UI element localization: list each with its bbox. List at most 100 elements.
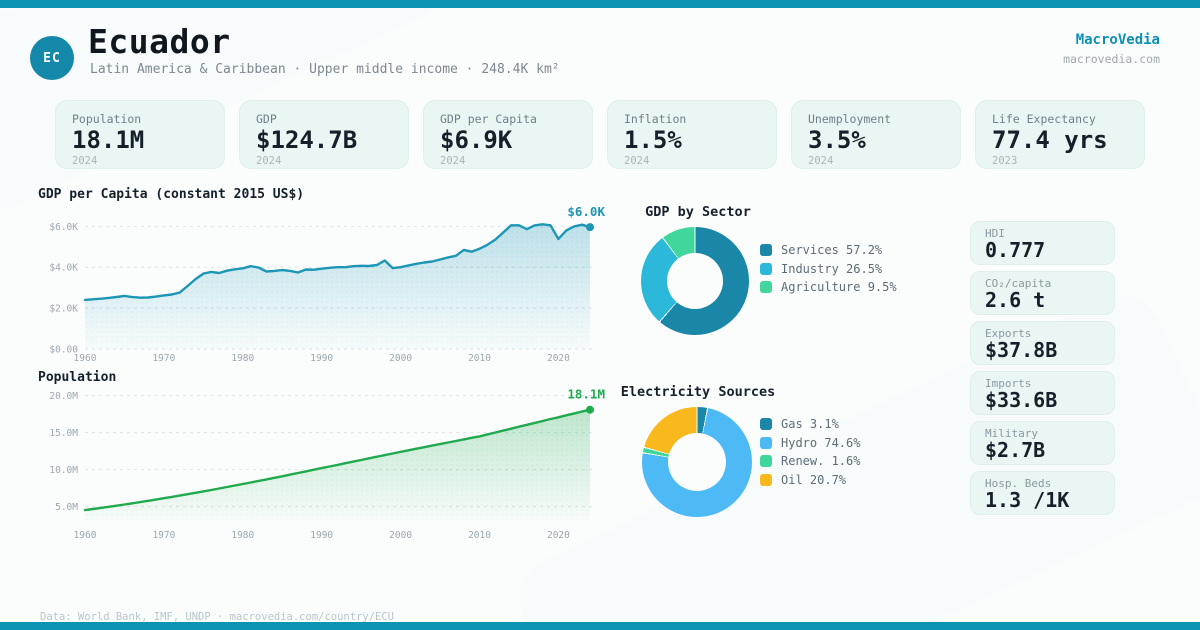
stat-card-label: Population — [72, 112, 142, 126]
stat-card-value: $6.9K — [440, 126, 513, 154]
legend-label: Agriculture 9.5% — [781, 280, 897, 295]
side-stat-label: HDI — [985, 227, 1005, 240]
x-axis-tick-label: 2020 — [547, 530, 570, 541]
legend-label: Gas 3.1% — [781, 417, 839, 432]
side-stat-label: Imports — [985, 377, 1032, 390]
side-stat-value: $37.8B — [985, 338, 1058, 362]
stat-card-value: 3.5% — [808, 126, 866, 154]
y-axis-tick-label: 10.0M — [49, 465, 78, 476]
x-axis-tick-label: 1970 — [152, 353, 175, 364]
stat-card-year: 2024 — [440, 155, 466, 168]
x-axis-tick-label: 1990 — [310, 353, 333, 364]
legend-item: Hydro 74.6% — [760, 434, 860, 453]
sector-legend: Services 57.2% Industry 26.5% Agriculture … — [760, 241, 897, 297]
legend-item: Gas 3.1% — [760, 415, 860, 434]
legend-item: Services 57.2% — [760, 241, 897, 260]
x-axis-tick-label: 2020 — [547, 353, 570, 364]
donut-hole — [667, 253, 723, 309]
side-stat-card: CO₂/capita 2.6 t — [970, 271, 1115, 315]
x-axis-tick-label: 1990 — [310, 530, 333, 541]
x-axis-tick-label: 2000 — [389, 530, 412, 541]
legend-label: Hydro 74.6% — [781, 435, 861, 450]
population-line-chart: 5.0M 10.0M 15.0M 20.0M 1960 1970 1980 1990 2000 2… — [49, 387, 605, 541]
top-accent-bar — [0, 0, 1200, 8]
side-stat-value: 2.6 t — [985, 288, 1046, 312]
y-axis-tick-label: $2.0K — [49, 304, 78, 315]
area-dot-texture — [85, 224, 590, 349]
legend-label: Renew. 1.6% — [781, 454, 861, 469]
footer-source-note: Data: World Bank, IMF, UNDP · macrovedia… — [40, 611, 395, 623]
stat-card: Unemployment 3.5% 2024 — [791, 100, 961, 169]
legend-swatch — [760, 474, 772, 487]
side-stat-value: $2.7B — [985, 438, 1046, 462]
stat-card-label: Unemployment — [808, 112, 892, 126]
side-stat-label: CO₂/capita — [985, 277, 1052, 290]
stat-card: GDP $124.7B 2024 — [239, 100, 409, 169]
side-stat-card: HDI 0.777 — [970, 221, 1115, 265]
country-code: EC — [43, 50, 61, 66]
side-stat-value: 1.3 /1K — [985, 488, 1070, 512]
side-stat-value: $33.6B — [985, 388, 1058, 412]
bottom-accent-bar — [0, 622, 1200, 630]
side-stat-label: Military — [985, 427, 1038, 440]
population-chart-title: Population — [38, 370, 117, 385]
x-axis-tick-label: 2000 — [389, 353, 412, 364]
stat-card-year: 2024 — [808, 155, 834, 168]
stat-card-label: Inflation — [624, 112, 687, 126]
stat-card-value: 1.5% — [624, 126, 682, 154]
key-stats-row: Population 18.1M 2024 GDP $124.7B 2024 GDP per… — [55, 100, 1145, 169]
x-axis-tick-label: 1980 — [231, 530, 254, 541]
data-line — [83, 223, 592, 302]
legend-label: Services 57.2% — [781, 243, 883, 258]
area-dot-texture — [85, 409, 590, 520]
legend-item: Renew. 1.6% — [760, 452, 860, 471]
data-line — [83, 408, 592, 512]
legend-label: Industry 26.5% — [781, 261, 883, 276]
legend-swatch — [760, 418, 772, 431]
stat-card-year: 2024 — [72, 155, 98, 168]
legend-swatch — [760, 262, 772, 275]
end-point-label: 18.1M — [567, 387, 605, 402]
side-stat-card: Hosp. Beds 1.3 /1K — [970, 471, 1115, 515]
country-flag-badge: EC — [30, 36, 74, 80]
page-title: Ecuador — [88, 22, 231, 61]
x-axis-tick-label: 2010 — [468, 353, 491, 364]
stat-card-value: 18.1M — [72, 126, 145, 154]
electricity-legend: Gas 3.1% Hydro 74.6% Renew. 1.6% Oil 20.7% — [760, 415, 860, 489]
gdp-chart-title: GDP per Capita (constant 2015 US$) — [38, 187, 305, 202]
gdp-line-chart: $0.00 $2.0K $4.0K $6.0K 1960 1970 1980 1990 2000… — [49, 204, 605, 364]
stat-card-year: 2023 — [992, 155, 1018, 168]
legend-item: Oil 20.7% — [760, 471, 860, 490]
legend-swatch — [760, 244, 772, 257]
side-stat-card: Imports $33.6B — [970, 371, 1115, 415]
x-axis-tick-label: 1960 — [74, 530, 97, 541]
donut-hole — [668, 433, 726, 491]
x-axis-tick-label: 2010 — [468, 530, 491, 541]
stat-card-year: 2024 — [624, 155, 650, 168]
legend-item: Industry 26.5% — [760, 260, 897, 279]
y-axis-tick-label: $4.0K — [49, 263, 78, 274]
electricity-donut — [642, 407, 752, 517]
stat-card-label: GDP — [256, 112, 277, 126]
stat-card: Population 18.1M 2024 — [55, 100, 225, 169]
gdp-sector-donut — [641, 227, 749, 335]
legend-swatch — [760, 455, 772, 468]
side-stat-card: Exports $37.8B — [970, 321, 1115, 365]
end-point-label: $6.0K — [567, 204, 605, 219]
brand-name: MacroVedia — [1075, 32, 1160, 48]
stat-card-label: Life Expectancy — [992, 112, 1096, 126]
end-point-dot — [586, 405, 594, 414]
side-stats-column: HDI 0.777 CO₂/capita 2.6 t Exports $37.8B Impo… — [970, 221, 1115, 521]
side-stat-value: 0.777 — [985, 238, 1046, 262]
stat-card-label: GDP per Capita — [440, 112, 537, 126]
x-axis-tick-label: 1960 — [74, 353, 97, 364]
x-axis-tick-label: 1970 — [152, 530, 175, 541]
legend-item: Agriculture 9.5% — [760, 278, 897, 297]
y-axis-tick-label: 5.0M — [55, 502, 78, 513]
legend-swatch — [760, 281, 772, 294]
y-axis-tick-label: $6.0K — [49, 222, 78, 233]
side-stat-label: Exports — [985, 327, 1032, 340]
brand-domain: macrovedia.com — [1063, 52, 1160, 66]
country-subtitle: Latin America & Caribbean · Upper middle… — [90, 62, 560, 77]
